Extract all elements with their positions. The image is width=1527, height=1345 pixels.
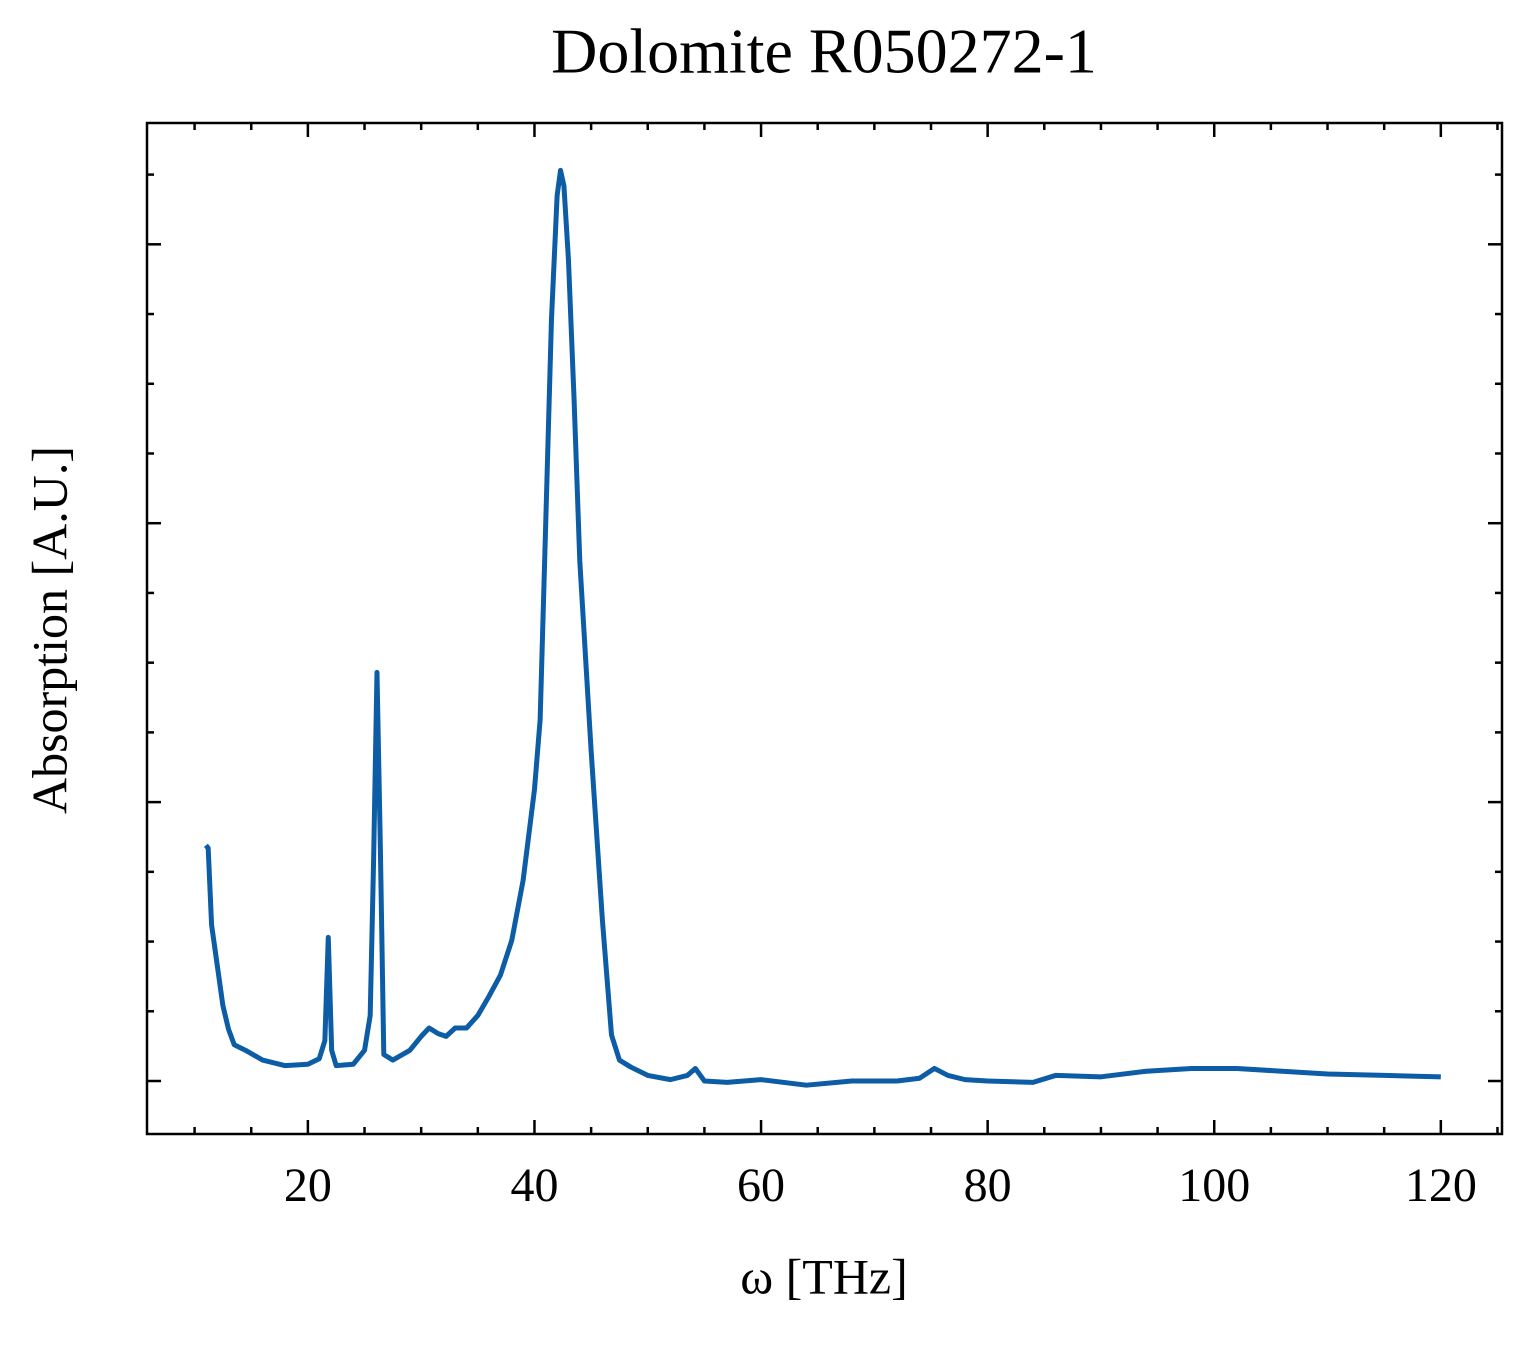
- x-axis-label: ω [THz]: [740, 1248, 908, 1304]
- y-axis-label: Absorption [A.U.]: [21, 446, 77, 814]
- plot-frame: [145, 121, 1504, 1136]
- x-tick-label: 80: [964, 1159, 1012, 1212]
- x-tick-label: 20: [284, 1159, 332, 1212]
- data-line: [203, 167, 1441, 1088]
- chart-title: Dolomite R050272-1: [551, 16, 1097, 87]
- x-tick-label: 100: [1178, 1159, 1250, 1212]
- x-tick-label: 120: [1405, 1159, 1477, 1212]
- x-tick-label: 60: [737, 1159, 785, 1212]
- x-tick-label: 40: [510, 1159, 558, 1212]
